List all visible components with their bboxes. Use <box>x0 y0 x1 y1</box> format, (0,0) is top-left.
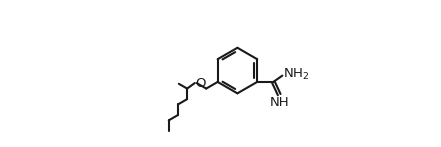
Text: O: O <box>195 77 206 90</box>
Text: NH: NH <box>270 96 289 109</box>
Text: NH$_2$: NH$_2$ <box>283 67 309 82</box>
